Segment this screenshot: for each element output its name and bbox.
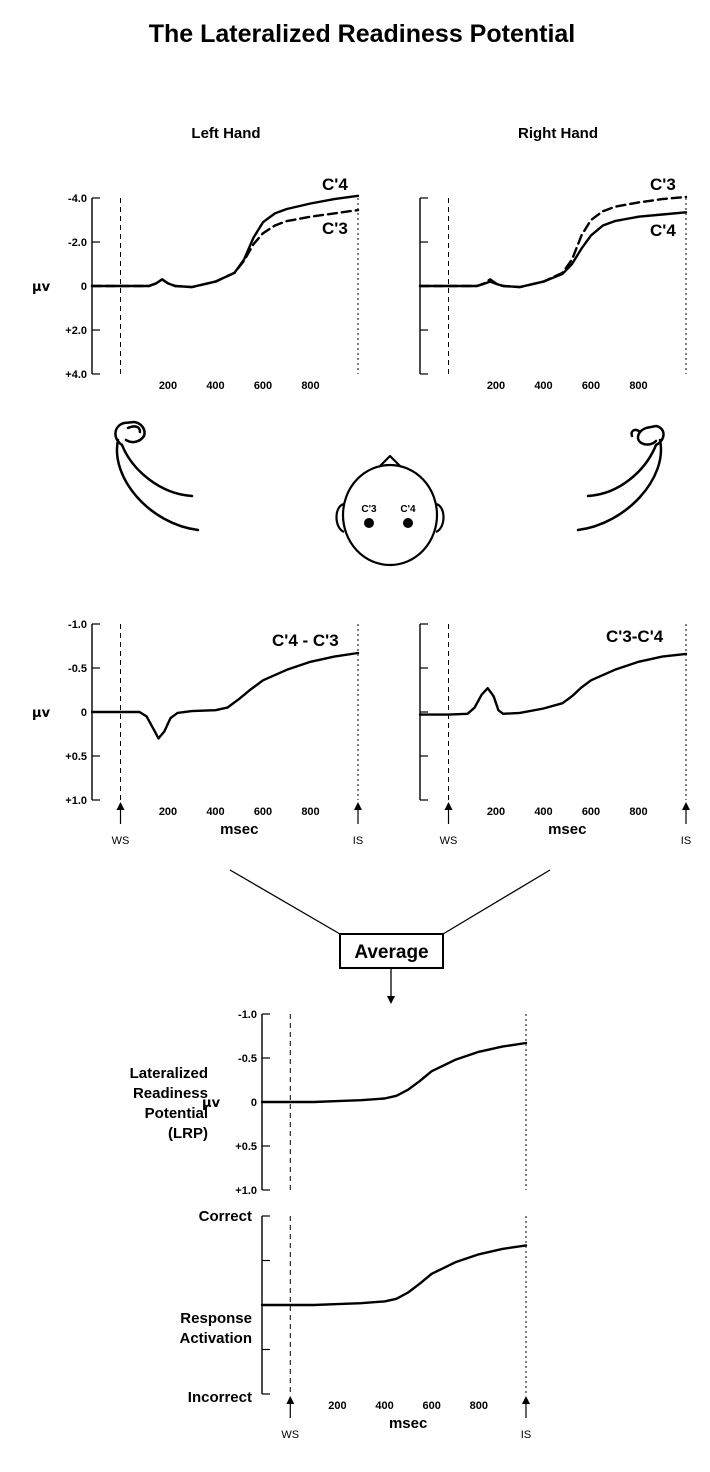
right-hand-heading: Right Hand (518, 125, 598, 142)
lrp-y-axis-label: µv (202, 1096, 221, 1111)
lrp-y-tick-label: +1.0 (235, 1185, 257, 1197)
average-label: Average (354, 942, 428, 963)
response-label-line-2: Activation (179, 1330, 252, 1347)
right-hand-c3-label: C'3 (650, 175, 676, 194)
left-hand-x-tick-label: 800 (301, 380, 319, 392)
left-diff-y-tick-label: +1.0 (65, 795, 87, 807)
left-diff-y-axis-label: µv (32, 706, 51, 721)
left-hand-y-tick-label: -2.0 (68, 237, 87, 249)
left-hand-x-tick-label: 600 (254, 380, 272, 392)
electrode-c3-dot (364, 518, 374, 528)
response-activation-start-marker-label: WS (281, 1429, 299, 1441)
right-diff-x-axis-label: msec (548, 821, 586, 838)
left-hand-c4-label: C'4 (322, 175, 348, 194)
head-diagram: C'3 C'4 (335, 454, 445, 567)
response-activation-series-response-activation (260, 1244, 528, 1307)
right-diff-x-tick-label: 400 (534, 806, 552, 818)
left-hand-y-tick-label: +4.0 (65, 369, 87, 381)
right-hand-illustration (576, 424, 665, 532)
figure-title: The Lateralized Readiness Potential (149, 20, 576, 48)
connector-right (442, 869, 551, 935)
lrp-series-lrp (260, 1041, 528, 1104)
left-hand-plot: -4.0 -2.0 0 +2.0 +4.0 µv 200 400 600 800 C'4 C'3 (32, 175, 360, 392)
left-diff-y-tick-label: -1.0 (68, 619, 87, 631)
lrp-label-line-3: Potential (145, 1105, 208, 1122)
head-right-ear (435, 502, 445, 534)
left-diff-start-marker-label: WS (112, 835, 130, 847)
left-hand-x-tick-label: 200 (159, 380, 177, 392)
left-hand-series-c-3 (90, 208, 360, 289)
left-diff-x-tick-label: 400 (206, 806, 224, 818)
right-hand-series-c-3 (418, 195, 688, 289)
response-activation-x-axis-label: msec (389, 1415, 427, 1432)
lrp-y-tick-label: 0 (251, 1097, 257, 1109)
right-diff-series-c-3-c-4 (418, 652, 688, 716)
lrp-y-tick-label: -1.0 (238, 1009, 257, 1021)
response-activation-plot: 200 400 600 800 msec WS IS (260, 1215, 531, 1441)
right-hand-x-tick-label: 200 (487, 380, 505, 392)
right-diff-start-marker-label: WS (440, 835, 458, 847)
left-hand-y-tick-label: +2.0 (65, 325, 87, 337)
response-activation-x-tick-label: 400 (375, 1400, 393, 1412)
right-diff-end-marker-label: IS (681, 835, 691, 847)
right-diff-x-tick-label: 600 (582, 806, 600, 818)
lrp-label-line-4: (LRP) (168, 1125, 208, 1142)
head-nose (378, 454, 402, 468)
left-diff-end-marker-label: IS (353, 835, 363, 847)
right-hand-x-tick-label: 800 (629, 380, 647, 392)
left-hand-y-axis-label: µv (32, 280, 51, 295)
left-hand-heading: Left Hand (191, 125, 260, 142)
left-diff-x-axis-label: msec (220, 821, 258, 838)
left-hand-y-tick-label: -4.0 (68, 193, 87, 205)
electrode-c4-label: C'4 (400, 504, 416, 515)
left-difference-plot: -1.0 -0.5 0 +0.5 +1.0 µv 200 400 600 800 msec WS IS C… (32, 619, 363, 847)
head-left-ear (335, 502, 345, 534)
left-hand-series-c-4 (90, 194, 360, 289)
right-diff-x-tick-label: 200 (487, 806, 505, 818)
right-difference-plot: 200 400 600 800 msec WS IS C'3-C'4 (418, 623, 691, 847)
lrp-label-line-2: Readiness (133, 1085, 208, 1102)
correct-label: Correct (199, 1208, 252, 1225)
response-activation-x-tick-label: 800 (470, 1400, 488, 1412)
lrp-label-line-1: Lateralized (130, 1065, 208, 1082)
right-hand-c4-label: C'4 (650, 221, 676, 240)
left-diff-series-c-4-c-3 (90, 651, 360, 740)
electrode-c4-dot (403, 518, 413, 528)
lrp-y-tick-label: -0.5 (238, 1053, 257, 1065)
left-hand-y-tick-label: 0 (81, 281, 87, 293)
right-hand-x-tick-label: 600 (582, 380, 600, 392)
left-diff-y-tick-label: 0 (81, 707, 87, 719)
right-diff-x-tick-label: 800 (629, 806, 647, 818)
incorrect-label: Incorrect (188, 1389, 252, 1406)
left-diff-y-tick-label: +0.5 (65, 751, 87, 763)
response-activation-x-tick-label: 600 (423, 1400, 441, 1412)
left-diff-x-tick-label: 200 (159, 806, 177, 818)
right-diff-curve-label: C'3-C'4 (606, 627, 664, 646)
response-activation-x-tick-label: 200 (328, 1400, 346, 1412)
right-hand-plot: 200 400 600 800 C'3 C'4 (418, 175, 688, 392)
average-box (339, 933, 444, 969)
electrode-c3-label: C'3 (361, 504, 377, 515)
left-diff-x-tick-label: 800 (301, 806, 319, 818)
head-outline (341, 463, 439, 567)
response-activation-end-marker-label: IS (521, 1429, 531, 1441)
right-hand-series-c-4 (418, 211, 688, 289)
response-label-line-1: Response (180, 1310, 252, 1327)
left-hand-c3-label: C'3 (322, 219, 348, 238)
left-hand-illustration (114, 420, 200, 532)
left-diff-x-tick-label: 600 (254, 806, 272, 818)
left-diff-curve-label: C'4 - C'3 (272, 631, 339, 650)
left-hand-x-tick-label: 400 (206, 380, 224, 392)
left-diff-y-tick-label: -0.5 (68, 663, 87, 675)
lrp-y-tick-label: +0.5 (235, 1141, 257, 1153)
connector-left (229, 869, 341, 935)
lrp-plot: -1.0 -0.5 0 +0.5 +1.0 µv (202, 1009, 528, 1197)
right-hand-x-tick-label: 400 (534, 380, 552, 392)
